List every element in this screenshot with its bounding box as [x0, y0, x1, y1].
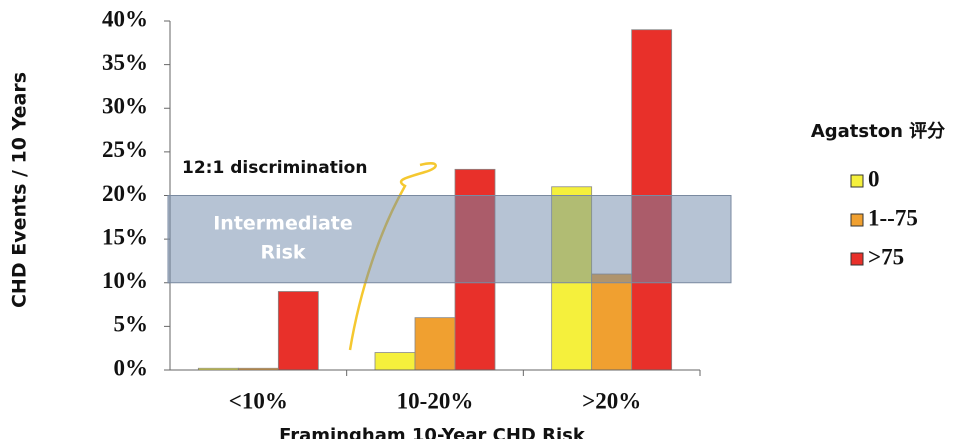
y-axis-label: CHD Events / 10 Years — [9, 72, 31, 308]
annotation: 12:1 discrimination — [182, 158, 367, 178]
y-tick-label: 25% — [102, 137, 148, 162]
bar — [591, 273, 633, 371]
x-tick-label: 10-20% — [397, 388, 474, 413]
legend-label: 1--75 — [868, 205, 918, 230]
bar — [277, 291, 319, 371]
risk-band — [167, 195, 732, 284]
y-tick-label: 40% — [102, 6, 148, 31]
legend-swatch — [850, 174, 864, 188]
y-tick-label: 0% — [114, 355, 149, 380]
y-tick-label: 5% — [114, 312, 149, 337]
legend-swatch — [850, 252, 864, 266]
x-tick-label: >20% — [582, 388, 641, 413]
y-tick-label: 35% — [102, 50, 148, 75]
bar — [374, 352, 416, 371]
y-tick-label: 30% — [102, 94, 148, 119]
y-tick-label: 10% — [102, 268, 148, 293]
band-label: Risk — [260, 242, 305, 264]
legend-label: 0 — [868, 166, 880, 191]
y-tick-label: 20% — [102, 181, 148, 206]
y-tick-label: 15% — [102, 224, 148, 249]
bar — [414, 317, 456, 371]
legend-swatch — [850, 213, 864, 227]
x-tick-label: <10% — [229, 388, 288, 413]
legend-label: >75 — [868, 244, 904, 269]
legend-title: Agatston 评分 — [811, 121, 945, 142]
brace — [348, 162, 437, 351]
band-label: Intermediate — [213, 213, 353, 235]
x-axis-label: Framingham 10-Year CHD Risk — [279, 425, 586, 439]
